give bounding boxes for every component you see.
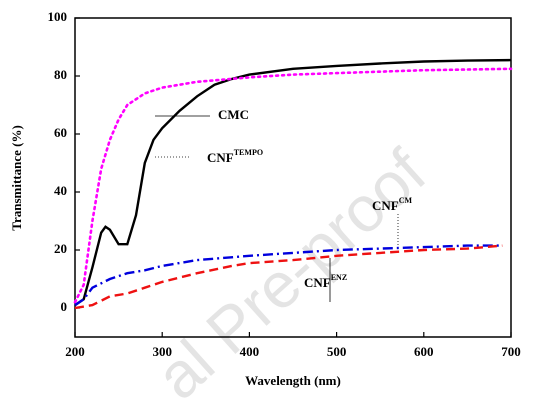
x-tick-label: 300 — [152, 344, 172, 359]
annotation: CNFCM — [372, 196, 412, 213]
x-tick-label: 500 — [327, 344, 347, 359]
y-axis-label: Transmittance (%) — [9, 125, 24, 231]
plot-frame — [74, 17, 512, 338]
annotation-text: CNF — [372, 198, 399, 213]
watermark: al Pre-proof — [143, 136, 440, 404]
annotation: CNFTEMPO — [207, 148, 263, 165]
annotation-sup: ENZ — [331, 273, 347, 282]
y-tick-label: 0 — [61, 299, 68, 314]
annotation-text: CNF — [207, 150, 234, 165]
annotation-text: CNF — [304, 275, 331, 290]
series-line — [74, 244, 503, 310]
annotation: CMC — [218, 107, 249, 122]
y-tick-label: 100 — [48, 9, 68, 24]
x-tick-label: 200 — [65, 344, 85, 359]
x-tick-label: 700 — [501, 344, 521, 359]
x-axis-label: Wavelength (nm) — [245, 373, 341, 388]
y-tick-label: 80 — [54, 67, 67, 82]
y-tick-label: 20 — [54, 241, 67, 256]
series-line — [74, 58, 512, 307]
x-tick-label: 400 — [240, 344, 260, 359]
series-line — [74, 244, 503, 307]
y-tick-label: 60 — [54, 125, 67, 140]
annotation-sup: CM — [399, 196, 413, 205]
y-tick-label: 40 — [54, 183, 67, 198]
annotation-text: CMC — [218, 107, 249, 122]
series-line — [73, 67, 513, 304]
annotation: CNFENZ — [304, 273, 347, 290]
x-tick-label: 600 — [414, 344, 434, 359]
annotation-sup: TEMPO — [234, 148, 263, 157]
